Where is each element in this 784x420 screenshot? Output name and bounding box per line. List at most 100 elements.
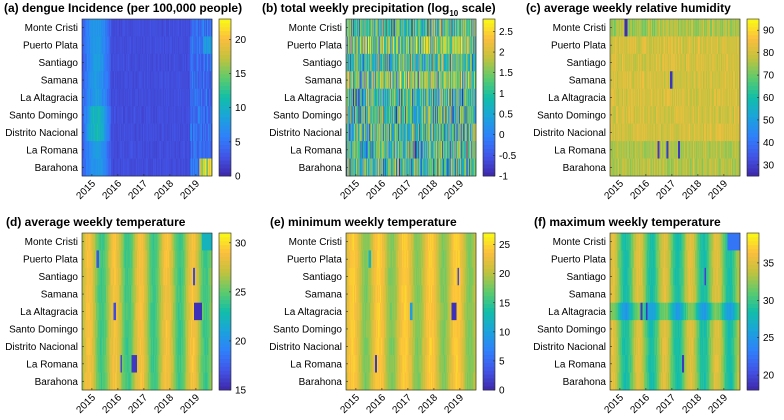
colorbar-segment	[483, 27, 495, 31]
title-c: (c) average weekly relative humidity	[526, 1, 731, 15]
colorbar-segment	[483, 149, 495, 153]
colorbar-segment	[219, 117, 231, 121]
colorbar-tick-label: 0.5	[499, 110, 513, 121]
colorbar-segment	[483, 98, 495, 102]
colorbar-segment	[219, 62, 231, 66]
row-label: Santiago	[39, 58, 79, 69]
colorbar-segment	[219, 121, 231, 125]
title-b: (b) total weekly precipitation (log10 sc…	[262, 1, 496, 18]
row-label: Santo Domingo	[9, 110, 78, 121]
colorbar-segment	[483, 164, 495, 168]
row-label: La Altagracia	[284, 93, 342, 104]
colorbar-tick-label: 2.5	[499, 27, 513, 38]
colorbar-segment	[483, 74, 495, 78]
colorbar-segment	[483, 129, 495, 133]
xtick-label: 2016	[101, 178, 125, 202]
colorbar-segment	[219, 19, 231, 23]
colorbar-segment	[483, 82, 495, 86]
colorbar-tick-label: 1	[499, 89, 505, 100]
colorbar-segment	[219, 66, 231, 70]
row-label: Samana	[305, 76, 343, 87]
colorbar-segment	[219, 43, 231, 47]
row-label: Distrito Nacional	[5, 128, 78, 139]
colorbar-segment	[219, 74, 231, 78]
colorbar-segment	[483, 46, 495, 50]
colorbar-segment	[219, 164, 231, 168]
colorbar-segment	[483, 54, 495, 58]
colorbar-segment	[483, 156, 495, 160]
colorbar-tick-label: 2	[499, 48, 505, 59]
colorbar-segment	[219, 23, 231, 27]
colorbar-segment	[219, 94, 231, 98]
colorbar-segment	[219, 27, 231, 31]
row-label: Puerto Plata	[287, 41, 342, 52]
row-label: Monte Cristi	[25, 23, 78, 34]
colorbar-segment	[219, 160, 231, 164]
colorbar-segment	[483, 94, 495, 98]
row-label: Santo Domingo	[273, 110, 342, 121]
colorbar-segment	[219, 58, 231, 62]
colorbar-tick-label: 10	[235, 103, 247, 114]
row-label: Samana	[41, 76, 79, 87]
xtick-label: 2018	[417, 178, 441, 202]
xtick-label: 2017	[127, 178, 151, 202]
row-label: Puerto Plata	[23, 41, 78, 52]
colorbar-tick-label: 0	[499, 130, 505, 141]
colorbar-segment	[219, 54, 231, 58]
colorbar-segment	[483, 152, 495, 156]
colorbar-segment	[219, 101, 231, 105]
title-a: (a) dengue Incidence (per 100,000 people…	[4, 1, 242, 15]
colorbar-segment	[483, 160, 495, 164]
colorbar-segment	[219, 152, 231, 156]
colorbar-segment	[483, 23, 495, 27]
title-tail-b: scale)	[458, 1, 495, 15]
colorbar-segment	[483, 43, 495, 47]
colorbar-segment	[219, 145, 231, 149]
colorbar-segment	[483, 50, 495, 54]
colorbar-segment	[483, 86, 495, 90]
colorbar-segment	[483, 78, 495, 82]
colorbar-segment	[219, 50, 231, 54]
xtick-label: 2015	[75, 178, 99, 202]
colorbar-segment	[483, 35, 495, 39]
colorbar-segment	[219, 82, 231, 86]
colorbar-segment	[219, 141, 231, 145]
colorbar-segment	[483, 39, 495, 43]
colorbar-segment	[219, 137, 231, 141]
colorbar-tick-label: 1.5	[499, 68, 513, 79]
colorbar-tick-label: -1	[499, 172, 508, 183]
colorbar-b: -1-0.500.511.522.5	[483, 19, 517, 183]
row-label: Distrito Nacional	[269, 128, 342, 139]
colorbar-segment	[219, 98, 231, 102]
colorbar-segment	[483, 125, 495, 129]
row-label: Barahona	[35, 163, 79, 174]
colorbar-segment	[219, 35, 231, 39]
colorbar-segment	[483, 168, 495, 172]
colorbar-segment	[219, 86, 231, 90]
row-label: La Romana	[26, 145, 78, 156]
panel-b: (b) total weekly precipitation (log 1 0 sc…	[262, 1, 517, 202]
colorbar-segment	[219, 156, 231, 160]
colorbar-tick-label: 5	[235, 137, 241, 148]
colorbar-segment	[483, 19, 495, 23]
colorbar-segment	[219, 129, 231, 133]
colorbar-segment	[219, 125, 231, 129]
xtick-label: 2019	[179, 178, 203, 202]
colorbar-segment	[483, 121, 495, 125]
xtick-label: 2018	[153, 178, 177, 202]
colorbar-segment	[219, 90, 231, 94]
title-main-b: (b) total weekly precipitation (log	[262, 1, 449, 15]
colorbar-segment	[219, 113, 231, 117]
colorbar-segment	[219, 109, 231, 113]
xtick-label: 2017	[391, 178, 415, 202]
colorbar-segment	[483, 137, 495, 141]
row-label: Monte Cristi	[289, 23, 342, 34]
colorbar-segment	[483, 62, 495, 66]
colorbar-segment	[219, 31, 231, 35]
colorbar-segment	[483, 101, 495, 105]
colorbar-segment	[483, 105, 495, 109]
title-main-a: (a) dengue Incidence (per 100,000 people…	[4, 1, 242, 15]
